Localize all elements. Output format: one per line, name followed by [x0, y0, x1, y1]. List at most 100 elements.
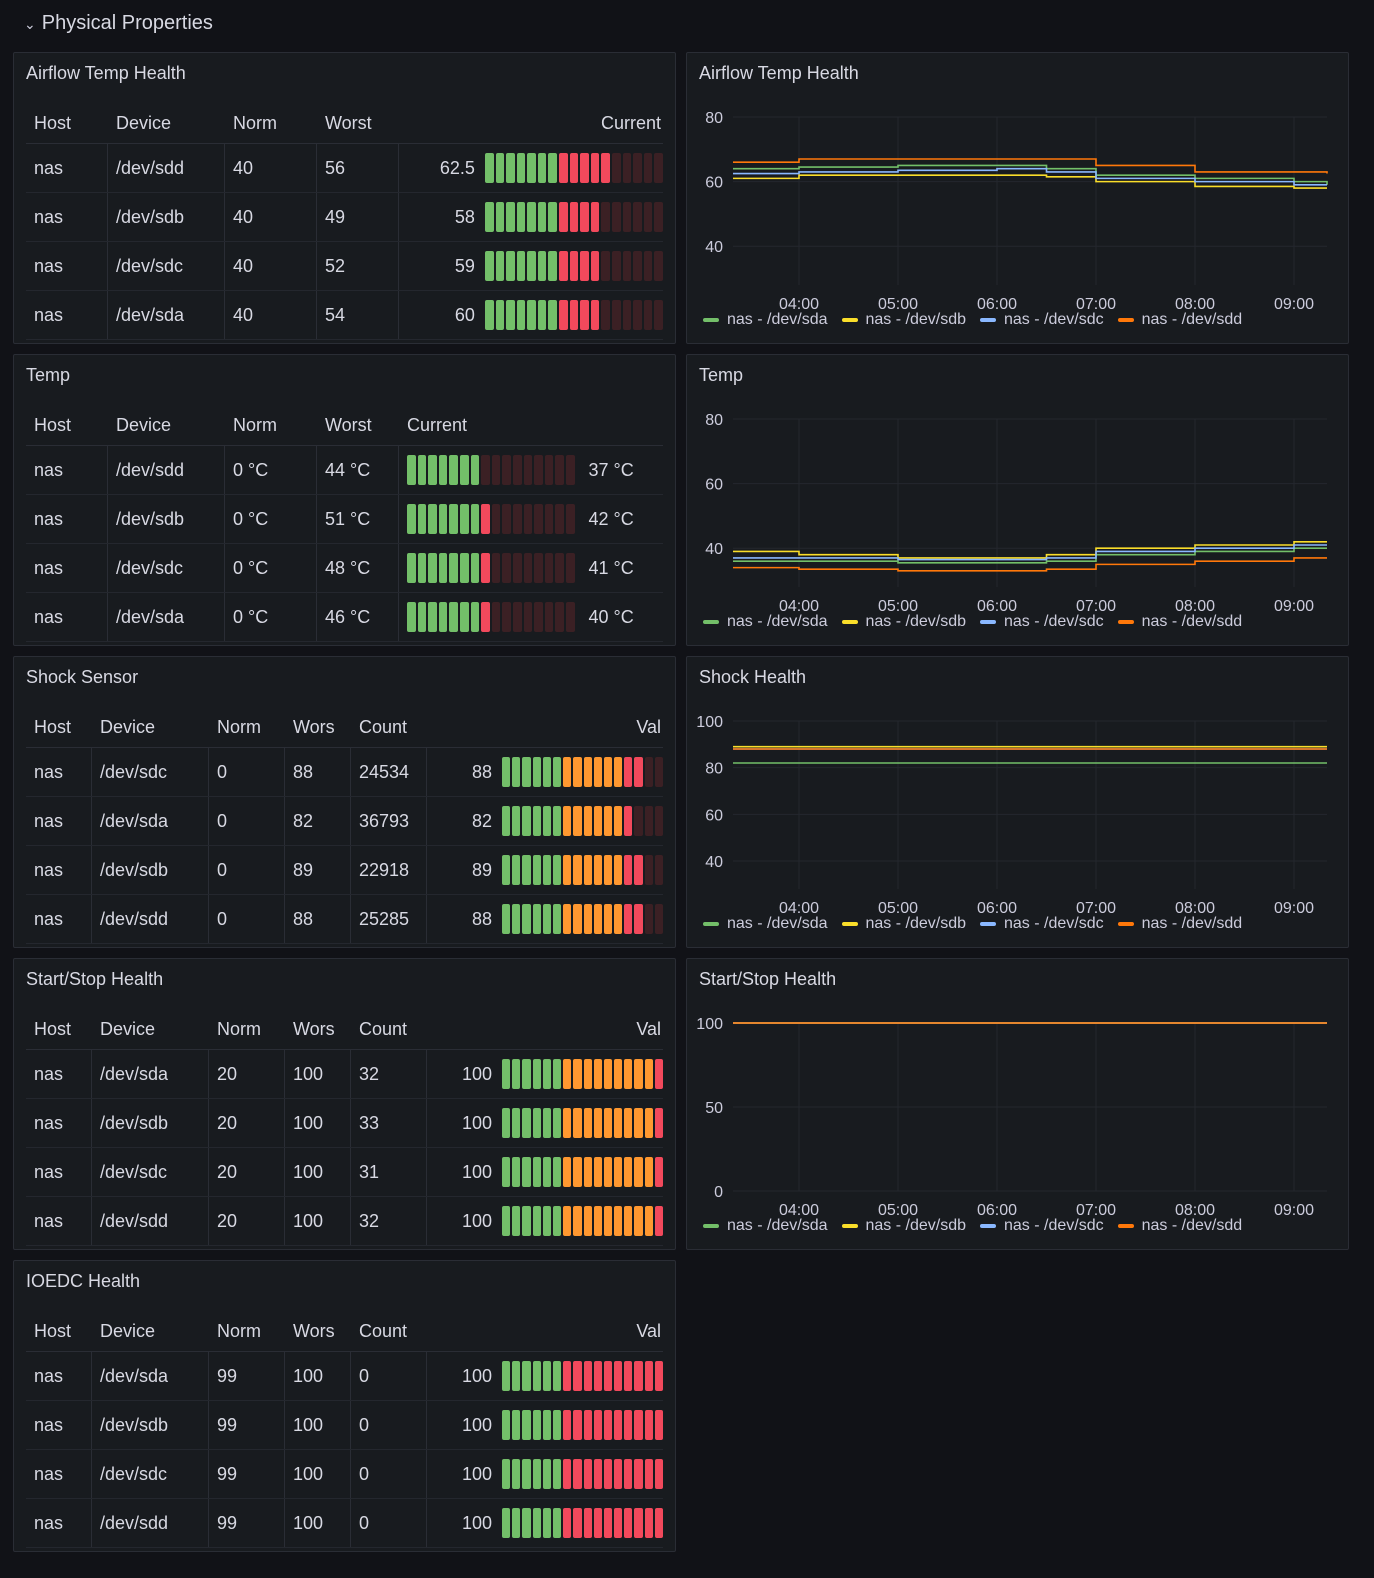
- time-series-chart[interactable]: 40 60 80 04:00 05:00 06:00 07:00 08:00 09:00: [687, 53, 1348, 343]
- series-line[interactable]: [733, 557, 1327, 572]
- start-stop-health-table-panel[interactable]: Start/Stop Health Host Device Norm Wors Coun…: [13, 958, 676, 1250]
- table-row[interactable]: nas/dev/sda 0 °C 46 °C 40 °C: [26, 593, 663, 642]
- legend-item[interactable]: nas - /dev/sdb: [841, 1217, 966, 1235]
- column-header[interactable]: Current: [407, 414, 468, 435]
- airflow-temp-health-chart-panel[interactable]: Airflow Temp Health 40 60 80 04:00 05:00 06:0…: [686, 52, 1349, 344]
- time-series-chart[interactable]: 40 60 80 04:00 05:00 06:00 07:00 08:00 09:00: [687, 355, 1348, 645]
- gauge-cell: [654, 1108, 663, 1138]
- table-row[interactable]: nas/dev/sdc 0 °C 48 °C 41 °C: [26, 544, 663, 593]
- column-header[interactable]: Norm: [233, 112, 277, 133]
- table-row[interactable]: nas/dev/sdc 20 100 31 100: [26, 1148, 663, 1197]
- column-header[interactable]: Worst: [325, 414, 372, 435]
- column-header[interactable]: Device: [100, 716, 156, 737]
- column-header[interactable]: Norm: [217, 1018, 261, 1039]
- column-header[interactable]: Count: [359, 1320, 408, 1341]
- column-header[interactable]: Worst: [325, 112, 372, 133]
- gauge-cell: [481, 455, 490, 485]
- airflow-temp-health-table-panel[interactable]: Airflow Temp Health Host Device Norm Worst C…: [13, 52, 676, 344]
- table-row[interactable]: nas/dev/sdb 0 89 22918 89: [26, 846, 663, 895]
- table-cell: nas: [26, 895, 92, 943]
- table-row[interactable]: nas/dev/sdc 40 52 59: [26, 242, 663, 291]
- column-header[interactable]: Current: [600, 112, 661, 133]
- legend-item[interactable]: nas - /dev/sda: [703, 613, 828, 631]
- column-header[interactable]: Val: [636, 1320, 661, 1341]
- column-header[interactable]: Norm: [217, 716, 261, 737]
- legend-item[interactable]: nas - /dev/sda: [703, 311, 828, 329]
- column-header[interactable]: Norm: [233, 414, 277, 435]
- series-line[interactable]: [733, 540, 1327, 559]
- table-row[interactable]: nas/dev/sdd 0 °C 44 °C 37 °C: [26, 446, 663, 495]
- table-row[interactable]: nas/dev/sdd 20 100 32 100: [26, 1197, 663, 1246]
- legend-item[interactable]: nas - /dev/sdd: [1117, 1217, 1242, 1235]
- table-row[interactable]: nas/dev/sda 40 54 60: [26, 291, 663, 340]
- column-header[interactable]: Count: [359, 1018, 408, 1039]
- column-header[interactable]: Device: [116, 414, 172, 435]
- series-line[interactable]: [733, 547, 1327, 564]
- legend-item[interactable]: nas - /dev/sda: [703, 915, 828, 933]
- temp-chart-panel[interactable]: Temp 40 60 80 04:00 05:00 06:00 07:00 08:00 09:0…: [686, 354, 1349, 646]
- column-header[interactable]: Count: [359, 716, 408, 737]
- series-line[interactable]: [733, 164, 1328, 185]
- table-row[interactable]: nas/dev/sda 20 100 32 100: [26, 1050, 663, 1099]
- gauge-cell: [522, 1459, 531, 1489]
- column-header[interactable]: Val: [636, 1018, 661, 1039]
- legend-item[interactable]: nas - /dev/sdd: [1117, 915, 1242, 933]
- time-series-chart[interactable]: 0 50 100 04:00 05:00 06:00 07:00 08:00 09:00: [687, 959, 1348, 1249]
- column-header[interactable]: Host: [34, 112, 72, 133]
- gauge-cell: [563, 1157, 572, 1187]
- legend-item[interactable]: nas - /dev/sdc: [980, 613, 1104, 631]
- table-row[interactable]: nas/dev/sdd 99 100 0 100: [26, 1499, 663, 1548]
- column-header[interactable]: Device: [116, 112, 172, 133]
- column-header[interactable]: Device: [100, 1018, 156, 1039]
- table-row[interactable]: nas/dev/sdb 40 49 58: [26, 193, 663, 242]
- column-header[interactable]: Device: [100, 1320, 156, 1341]
- column-header[interactable]: Norm: [217, 1320, 261, 1341]
- legend-item[interactable]: nas - /dev/sdb: [841, 915, 966, 933]
- table-row[interactable]: nas/dev/sda 0 82 36793 82: [26, 797, 663, 846]
- start-stop-health-chart-panel[interactable]: Start/Stop Health 0 50 100 04:00 05:00 06:00 0…: [686, 958, 1349, 1250]
- shock-health-chart-panel[interactable]: Shock Health 40 60 80 100 04:00 05:00 06:00 07:…: [686, 656, 1349, 948]
- table-cell: 100: [285, 1197, 351, 1245]
- legend-label: nas - /dev/sdc: [1004, 311, 1104, 328]
- time-series-chart[interactable]: 40 60 80 100 04:00 05:00 06:00 07:00 08:00 09:00: [687, 657, 1348, 947]
- table-row[interactable]: nas/dev/sda 99 100 0 100: [26, 1352, 663, 1401]
- table-row[interactable]: nas/dev/sdb 0 °C 51 °C 42 °C: [26, 495, 663, 544]
- table-row[interactable]: nas/dev/sdd 0 88 25285 88: [26, 895, 663, 944]
- column-header[interactable]: Host: [34, 414, 72, 435]
- ioedc-health-table-panel[interactable]: IOEDC Health Host Device Norm Wors Count Val n…: [13, 1260, 676, 1552]
- table-row[interactable]: nas/dev/sdc 0 88 24534 88: [26, 748, 663, 797]
- legend-item[interactable]: nas - /dev/sdd: [1117, 311, 1242, 329]
- legend-item[interactable]: nas - /dev/sdb: [841, 613, 966, 631]
- column-header[interactable]: Host: [34, 716, 72, 737]
- table-row[interactable]: nas/dev/sdb 20 100 33 100: [26, 1099, 663, 1148]
- legend-item[interactable]: nas - /dev/sdc: [980, 915, 1104, 933]
- gauge-cell: [580, 300, 589, 330]
- column-header[interactable]: Wors: [293, 716, 335, 737]
- table-cell: 20: [209, 1050, 285, 1098]
- table-row[interactable]: nas/dev/sdd 40 56 62.5: [26, 144, 663, 193]
- column-header[interactable]: Host: [34, 1018, 72, 1039]
- gauge-cell: [643, 202, 653, 232]
- legend-item[interactable]: nas - /dev/sdc: [980, 311, 1104, 329]
- column-header[interactable]: Wors: [293, 1018, 335, 1039]
- legend-item[interactable]: nas - /dev/sdd: [1117, 613, 1242, 631]
- series-line[interactable]: [733, 158, 1328, 174]
- column-header[interactable]: Val: [636, 716, 661, 737]
- temp-table-panel[interactable]: Temp Host Device Norm Worst Current nas/dev/s…: [13, 354, 676, 646]
- table-row[interactable]: nas/dev/sdb 99 100 0 100: [26, 1401, 663, 1450]
- gauge-cell: [583, 1157, 592, 1187]
- legend-item[interactable]: nas - /dev/sdc: [980, 1217, 1104, 1235]
- gauge-cell: [644, 1059, 653, 1089]
- series-line[interactable]: [733, 544, 1327, 561]
- row-toggle-physical-properties[interactable]: ⌄ Physical Properties: [24, 8, 213, 38]
- column-header[interactable]: Wors: [293, 1320, 335, 1341]
- series-line[interactable]: [733, 167, 1327, 186]
- table-row[interactable]: nas/dev/sdc 99 100 0 100: [26, 1450, 663, 1499]
- legend-item[interactable]: nas - /dev/sdb: [841, 311, 966, 329]
- shock-sensor-table-panel[interactable]: Shock Sensor Host Device Norm Wors Count Val n…: [13, 656, 676, 948]
- series-line[interactable]: [733, 174, 1327, 189]
- gauge-cell: [417, 553, 427, 583]
- legend-item[interactable]: nas - /dev/sda: [703, 1217, 828, 1235]
- gauge-cell: [590, 202, 600, 232]
- column-header[interactable]: Host: [34, 1320, 72, 1341]
